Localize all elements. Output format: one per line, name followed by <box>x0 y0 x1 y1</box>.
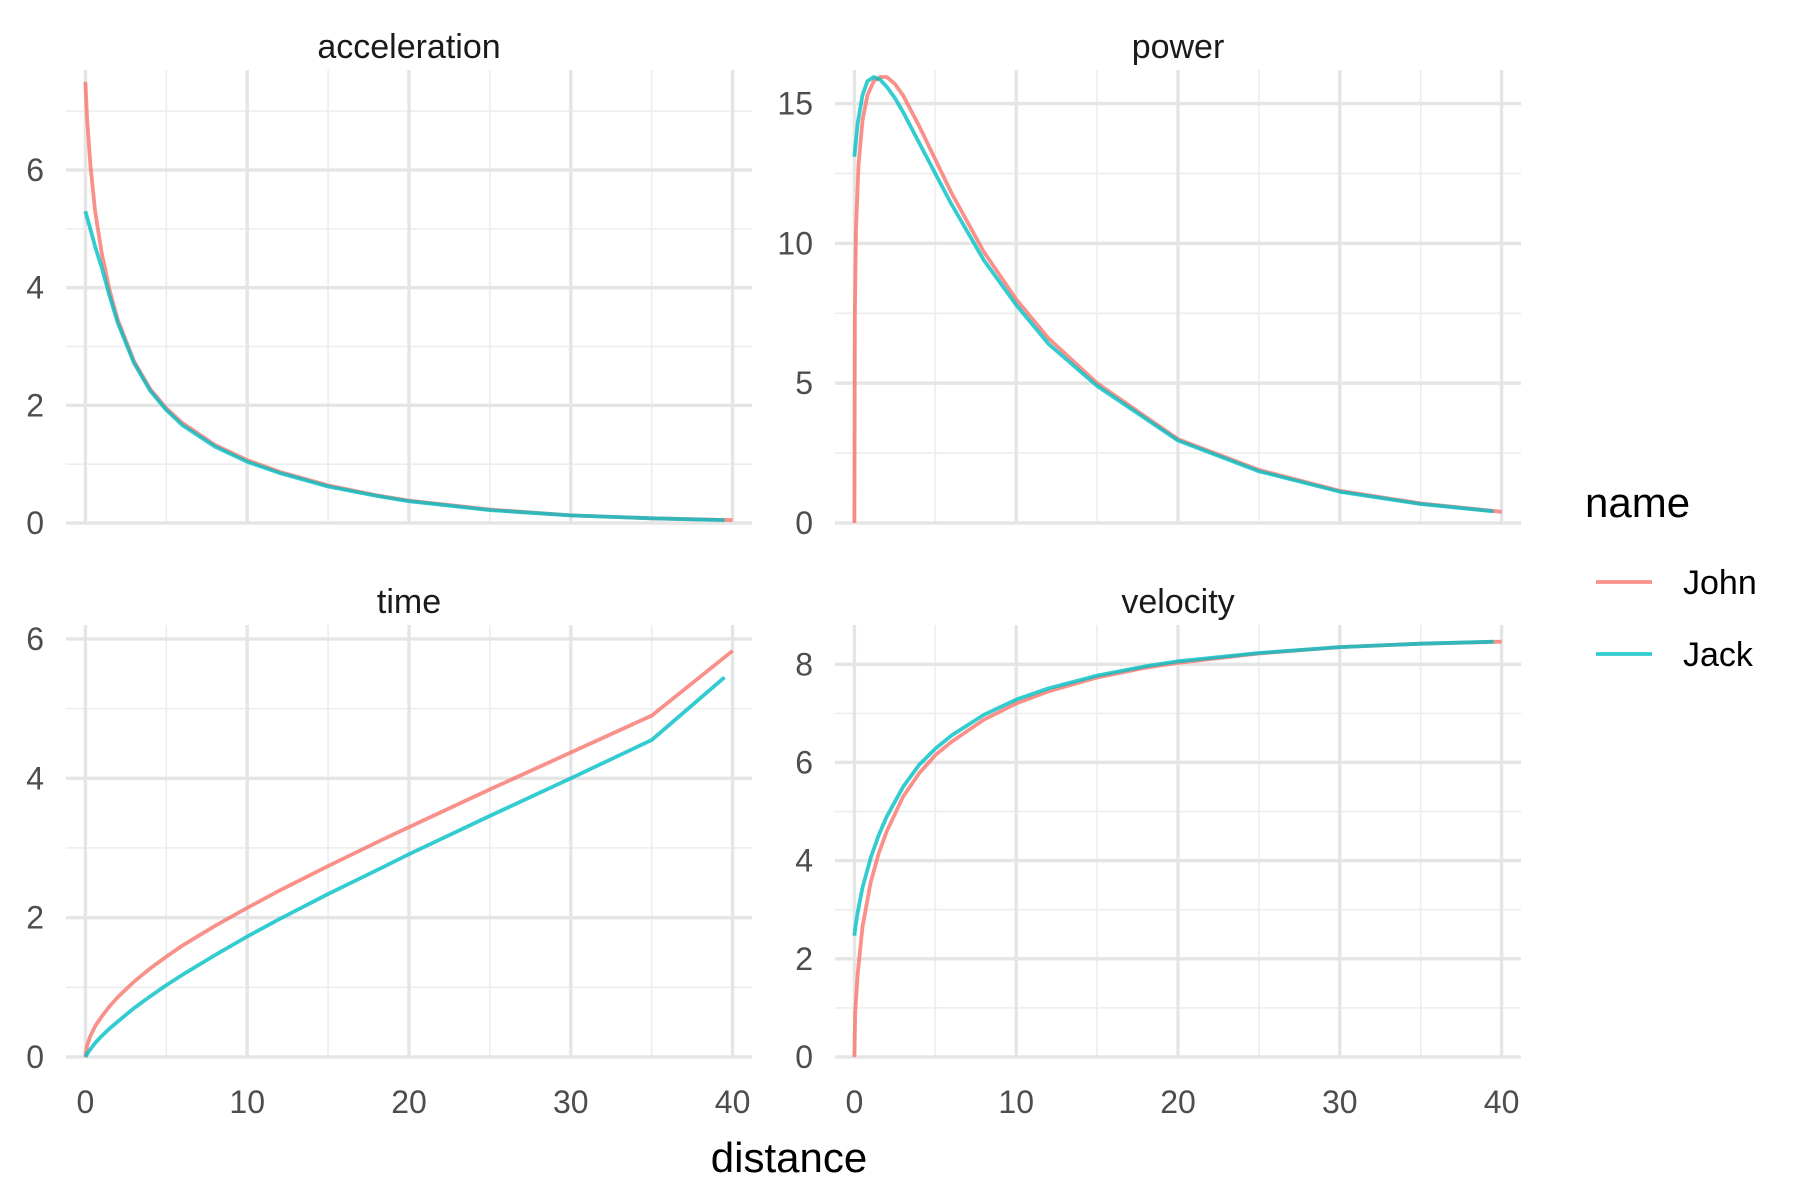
legend-title: name <box>1585 479 1690 526</box>
x-tick-label: 20 <box>391 1084 427 1120</box>
y-tick-label: 5 <box>795 365 813 401</box>
y-tick-label: 2 <box>26 387 44 423</box>
y-tick-label: 8 <box>795 646 813 682</box>
x-tick-label: 0 <box>77 1084 95 1120</box>
y-tick-label: 6 <box>26 621 44 657</box>
x-tick-label: 40 <box>715 1084 751 1120</box>
panel-title: velocity <box>1121 583 1234 621</box>
x-tick-label: 30 <box>553 1084 589 1120</box>
y-tick-label: 2 <box>795 941 813 977</box>
x-tick-label: 40 <box>1484 1084 1520 1120</box>
panel-title: time <box>377 583 441 621</box>
x-tick-label: 30 <box>1322 1084 1358 1120</box>
panel-title: power <box>1132 28 1225 66</box>
y-tick-label: 0 <box>795 505 813 541</box>
y-tick-label: 0 <box>795 1039 813 1075</box>
y-tick-label: 10 <box>777 225 813 261</box>
x-tick-label: 10 <box>998 1084 1034 1120</box>
x-tick-label: 0 <box>846 1084 864 1120</box>
y-tick-label: 0 <box>26 505 44 541</box>
series-line-jack <box>852 639 1494 936</box>
legend-label-john: John <box>1683 564 1757 602</box>
panel-velocity: velocity 0 2 4 6 8 0 10 20 30 40 <box>795 583 1521 1120</box>
series-line-jack <box>83 210 725 522</box>
y-tick-label: 15 <box>777 86 813 122</box>
x-axis-title: distance <box>711 1134 867 1181</box>
legend: name John Jack <box>1585 479 1757 674</box>
y-tick-label: 6 <box>26 152 44 188</box>
x-tick-label: 10 <box>229 1084 265 1120</box>
y-tick-label: 2 <box>26 900 44 936</box>
y-tick-label: 4 <box>26 270 44 306</box>
series-line-jack <box>852 75 1494 514</box>
y-tick-label: 0 <box>26 1039 44 1075</box>
y-tick-label: 4 <box>795 843 813 879</box>
x-tick-label: 20 <box>1160 1084 1196 1120</box>
panel-time: time 0 2 4 6 0 10 20 30 40 <box>26 583 752 1120</box>
series-line-john <box>83 649 734 1058</box>
y-tick-label: 6 <box>795 744 813 780</box>
y-tick-label: 4 <box>26 760 44 796</box>
panel-acceleration: acceleration 0 2 4 6 <box>26 28 752 541</box>
series-line-jack <box>83 675 726 1058</box>
legend-label-jack: Jack <box>1683 636 1754 674</box>
panel-power: power 0 5 10 15 <box>777 28 1521 541</box>
panel-title: acceleration <box>317 28 500 66</box>
